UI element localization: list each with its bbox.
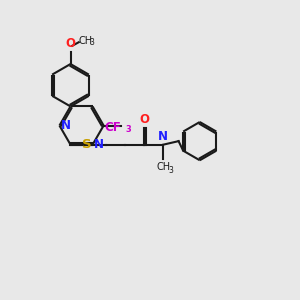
Text: S: S: [82, 138, 92, 151]
Text: N: N: [61, 119, 70, 132]
Text: 3: 3: [169, 166, 173, 175]
Text: O: O: [140, 113, 150, 126]
Text: 3: 3: [125, 124, 131, 134]
Text: 3: 3: [89, 38, 94, 47]
Text: N: N: [94, 138, 104, 151]
Text: CH: CH: [156, 162, 170, 172]
Text: CF: CF: [104, 121, 121, 134]
Text: CH: CH: [79, 36, 93, 46]
Text: N: N: [158, 130, 168, 143]
Text: O: O: [65, 37, 76, 50]
